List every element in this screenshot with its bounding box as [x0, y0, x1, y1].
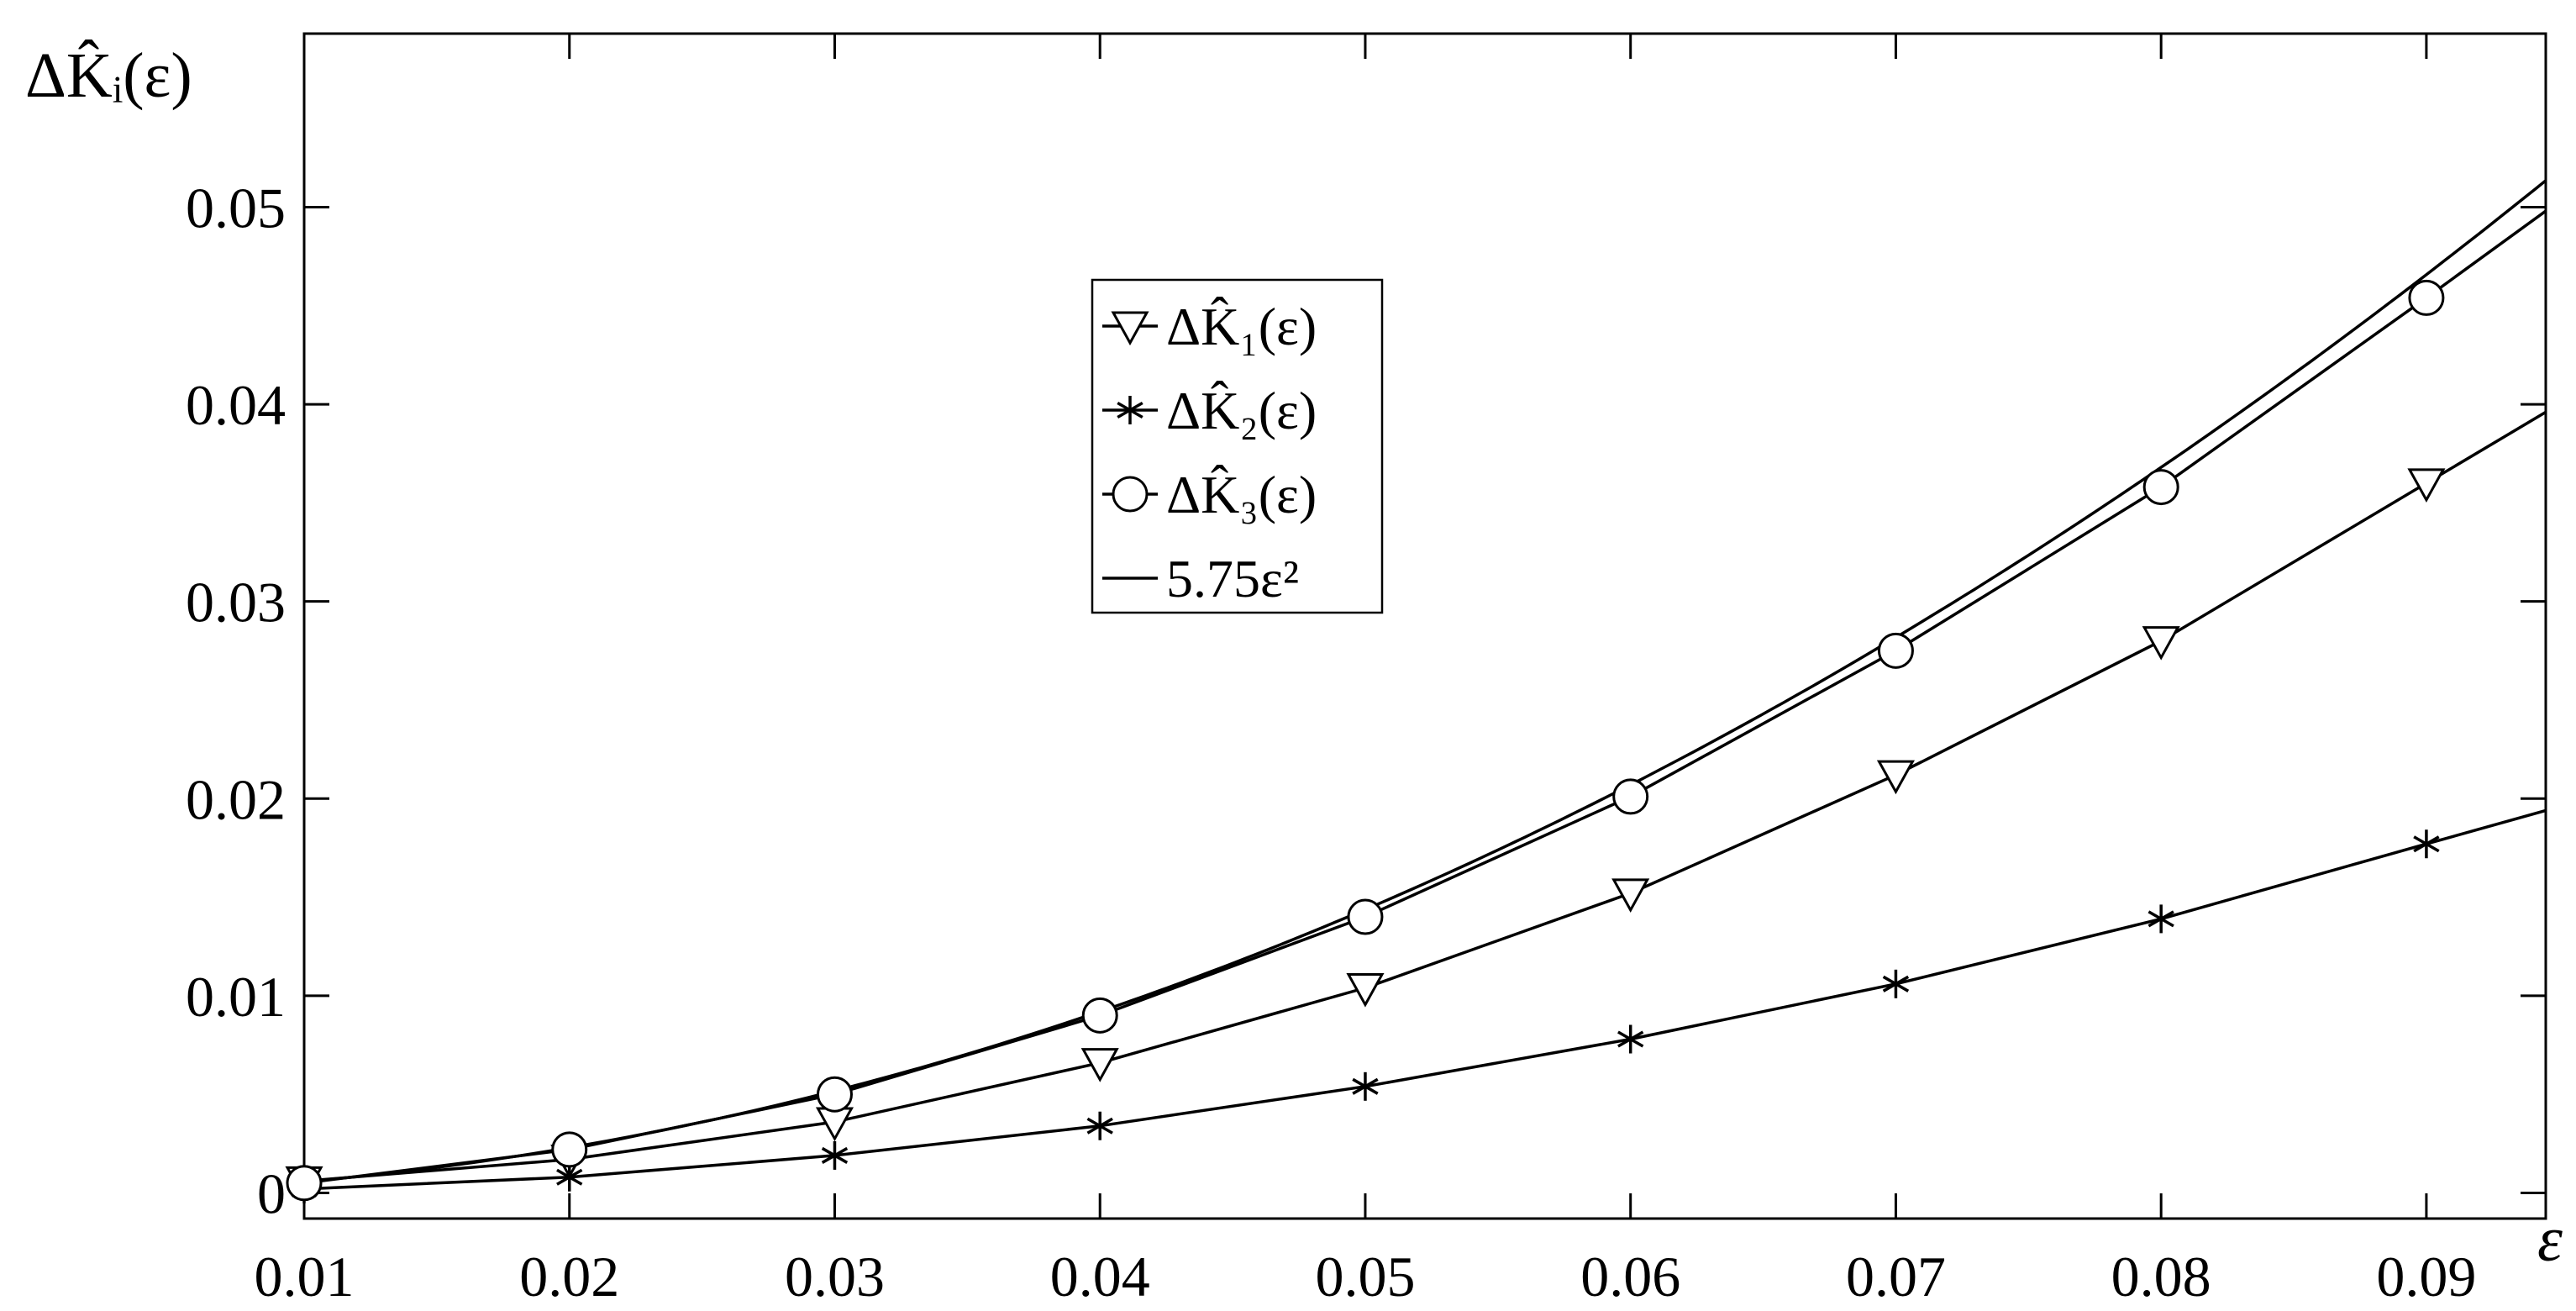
y-tick-labels: 0 0.01 0.02 0.03 0.04 0.05	[186, 176, 286, 1225]
data-point-series-3	[551, 1131, 588, 1168]
x-tick-label: 0.02	[519, 1245, 619, 1308]
x-tick-label: 0.06	[1580, 1245, 1680, 1308]
data-point-series-3	[1081, 997, 1118, 1034]
series-line-2	[303, 808, 2547, 1191]
data-point-series-1	[1346, 973, 1385, 1008]
asterisk-stroke	[2413, 835, 2440, 853]
legend: ΔK̂₁(ε) ΔK̂₂(ε) ΔK̂₃(ε) 5.75ε²	[1091, 278, 1384, 614]
data-point-series-2	[821, 1140, 849, 1170]
series-lines	[303, 179, 2547, 1191]
data-point-series-2	[1617, 1024, 1644, 1054]
data-point-series-3	[816, 1076, 853, 1113]
x-tick-label: 0.04	[1050, 1245, 1150, 1308]
tick-marks	[302, 34, 2546, 1219]
y-tick-label: 0	[257, 1162, 286, 1226]
series-line-4	[303, 179, 2547, 1183]
y-tick-label: 0.01	[186, 965, 286, 1029]
x-tick-labels: 0.01 0.02 0.03 0.04 0.05 0.06 0.07 0.08 0.09	[255, 1245, 2477, 1308]
data-point-series-3	[286, 1165, 323, 1202]
data-point-series-3	[2408, 279, 2445, 316]
y-tick-label: 0.04	[186, 373, 286, 437]
asterisk-stroke	[556, 1168, 583, 1186]
asterisk-stroke	[821, 1146, 849, 1164]
legend-label-3: ΔK̂₃(ε)	[1166, 465, 1317, 524]
asterisk-stroke	[1086, 1117, 1113, 1135]
y-tick-label: 0.05	[186, 176, 286, 240]
asterisk-stroke	[1617, 1030, 1644, 1048]
legend-box	[1091, 278, 1384, 614]
x-tick-label: 0.09	[2376, 1245, 2476, 1308]
asterisk-stroke	[1352, 1077, 1379, 1095]
data-point-series-2	[1086, 1111, 1113, 1140]
data-point-series-3	[1347, 898, 1384, 935]
asterisk-stroke	[1117, 401, 1143, 419]
x-tick-label: 0.08	[2111, 1245, 2211, 1308]
data-point-series-2	[556, 1162, 583, 1192]
data-point-series-1	[1611, 878, 1650, 913]
plot-area-frame	[302, 32, 2547, 1220]
x-tick-label: 0.05	[1315, 1245, 1415, 1308]
data-point-series-2	[2148, 904, 2174, 934]
x-tick-label: 0.07	[1846, 1245, 1946, 1308]
data-point-series-2	[1352, 1071, 1379, 1101]
x-tick-label: 0.03	[785, 1245, 885, 1308]
y-axis-label: ΔK̂ᵢ(ε)	[25, 39, 192, 111]
data-point-series-1	[1876, 760, 1915, 795]
legend-marker-2	[1117, 396, 1143, 424]
data-point-series-1	[2142, 626, 2180, 661]
series-line-1	[303, 410, 2547, 1183]
data-point-series-2	[1882, 969, 1910, 998]
y-tick-label: 0.03	[186, 571, 286, 634]
asterisk-stroke	[1882, 975, 1910, 992]
asterisk-stroke	[2148, 910, 2174, 928]
legend-marker-3	[1112, 476, 1149, 513]
series-line-3	[303, 209, 2547, 1185]
data-point-series-1	[2407, 468, 2446, 503]
y-tick-label: 0.02	[186, 767, 286, 831]
x-axis-label: ε	[2537, 1204, 2563, 1275]
x-tick-label: 0.01	[255, 1245, 355, 1308]
data-point-series-2	[2413, 829, 2440, 859]
data-point-series-3	[1877, 632, 1914, 669]
legend-marker-1	[1111, 311, 1149, 346]
data-point-series-1	[1080, 1048, 1119, 1082]
legend-label-1: ΔK̂₁(ε)	[1166, 297, 1317, 356]
legend-label-2: ΔK̂₂(ε)	[1166, 381, 1317, 440]
series-markers	[285, 279, 2446, 1203]
data-point-series-3	[2142, 469, 2179, 506]
data-point-series-3	[1612, 778, 1649, 815]
legend-label-4: 5.75ε²	[1166, 549, 1299, 608]
